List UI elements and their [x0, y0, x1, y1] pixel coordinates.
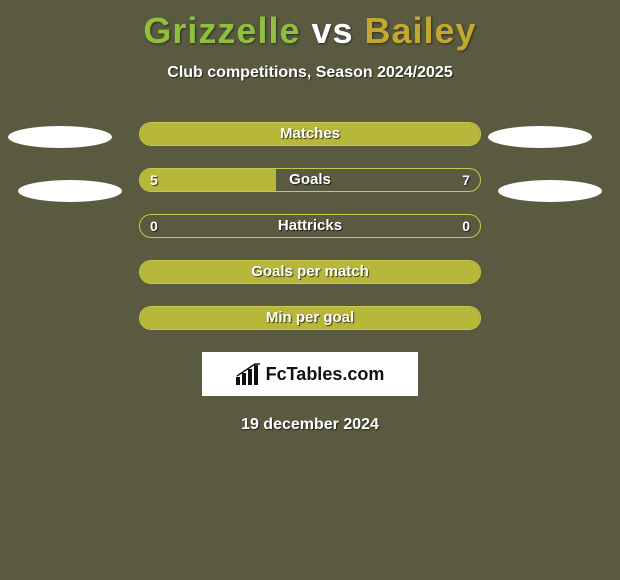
date: 19 december 2024	[0, 416, 620, 434]
decor-ellipse	[498, 180, 602, 202]
stat-row: 5Goals7	[139, 168, 481, 192]
stats-container: Matches 5Goals7 0Hattricks0 Goals per match…	[139, 122, 481, 330]
bars-icon	[236, 363, 262, 385]
stat-row: Matches	[139, 122, 481, 146]
stat-label: Goals per match	[140, 261, 480, 283]
title-player2: Bailey	[365, 10, 477, 51]
logo-text: FcTables.com	[266, 364, 385, 385]
title-player1: Grizzelle	[143, 10, 300, 51]
page-title: Grizzelle vs Bailey	[0, 0, 620, 52]
stat-value-right: 7	[462, 169, 470, 191]
stat-label: Matches	[140, 123, 480, 145]
stat-row: 0Hattricks0	[139, 214, 481, 238]
decor-ellipse	[488, 126, 592, 148]
stat-label: Min per goal	[140, 307, 480, 329]
decor-ellipse	[18, 180, 122, 202]
subtitle: Club competitions, Season 2024/2025	[0, 64, 620, 82]
title-vs: vs	[300, 10, 364, 51]
logo-box: FcTables.com	[202, 352, 418, 396]
decor-ellipse	[8, 126, 112, 148]
stat-label: Goals	[140, 169, 480, 191]
stat-row: Goals per match	[139, 260, 481, 284]
stat-label: Hattricks	[140, 215, 480, 237]
stat-row: Min per goal	[139, 306, 481, 330]
stat-value-right: 0	[462, 215, 470, 237]
logo: FcTables.com	[236, 363, 385, 385]
